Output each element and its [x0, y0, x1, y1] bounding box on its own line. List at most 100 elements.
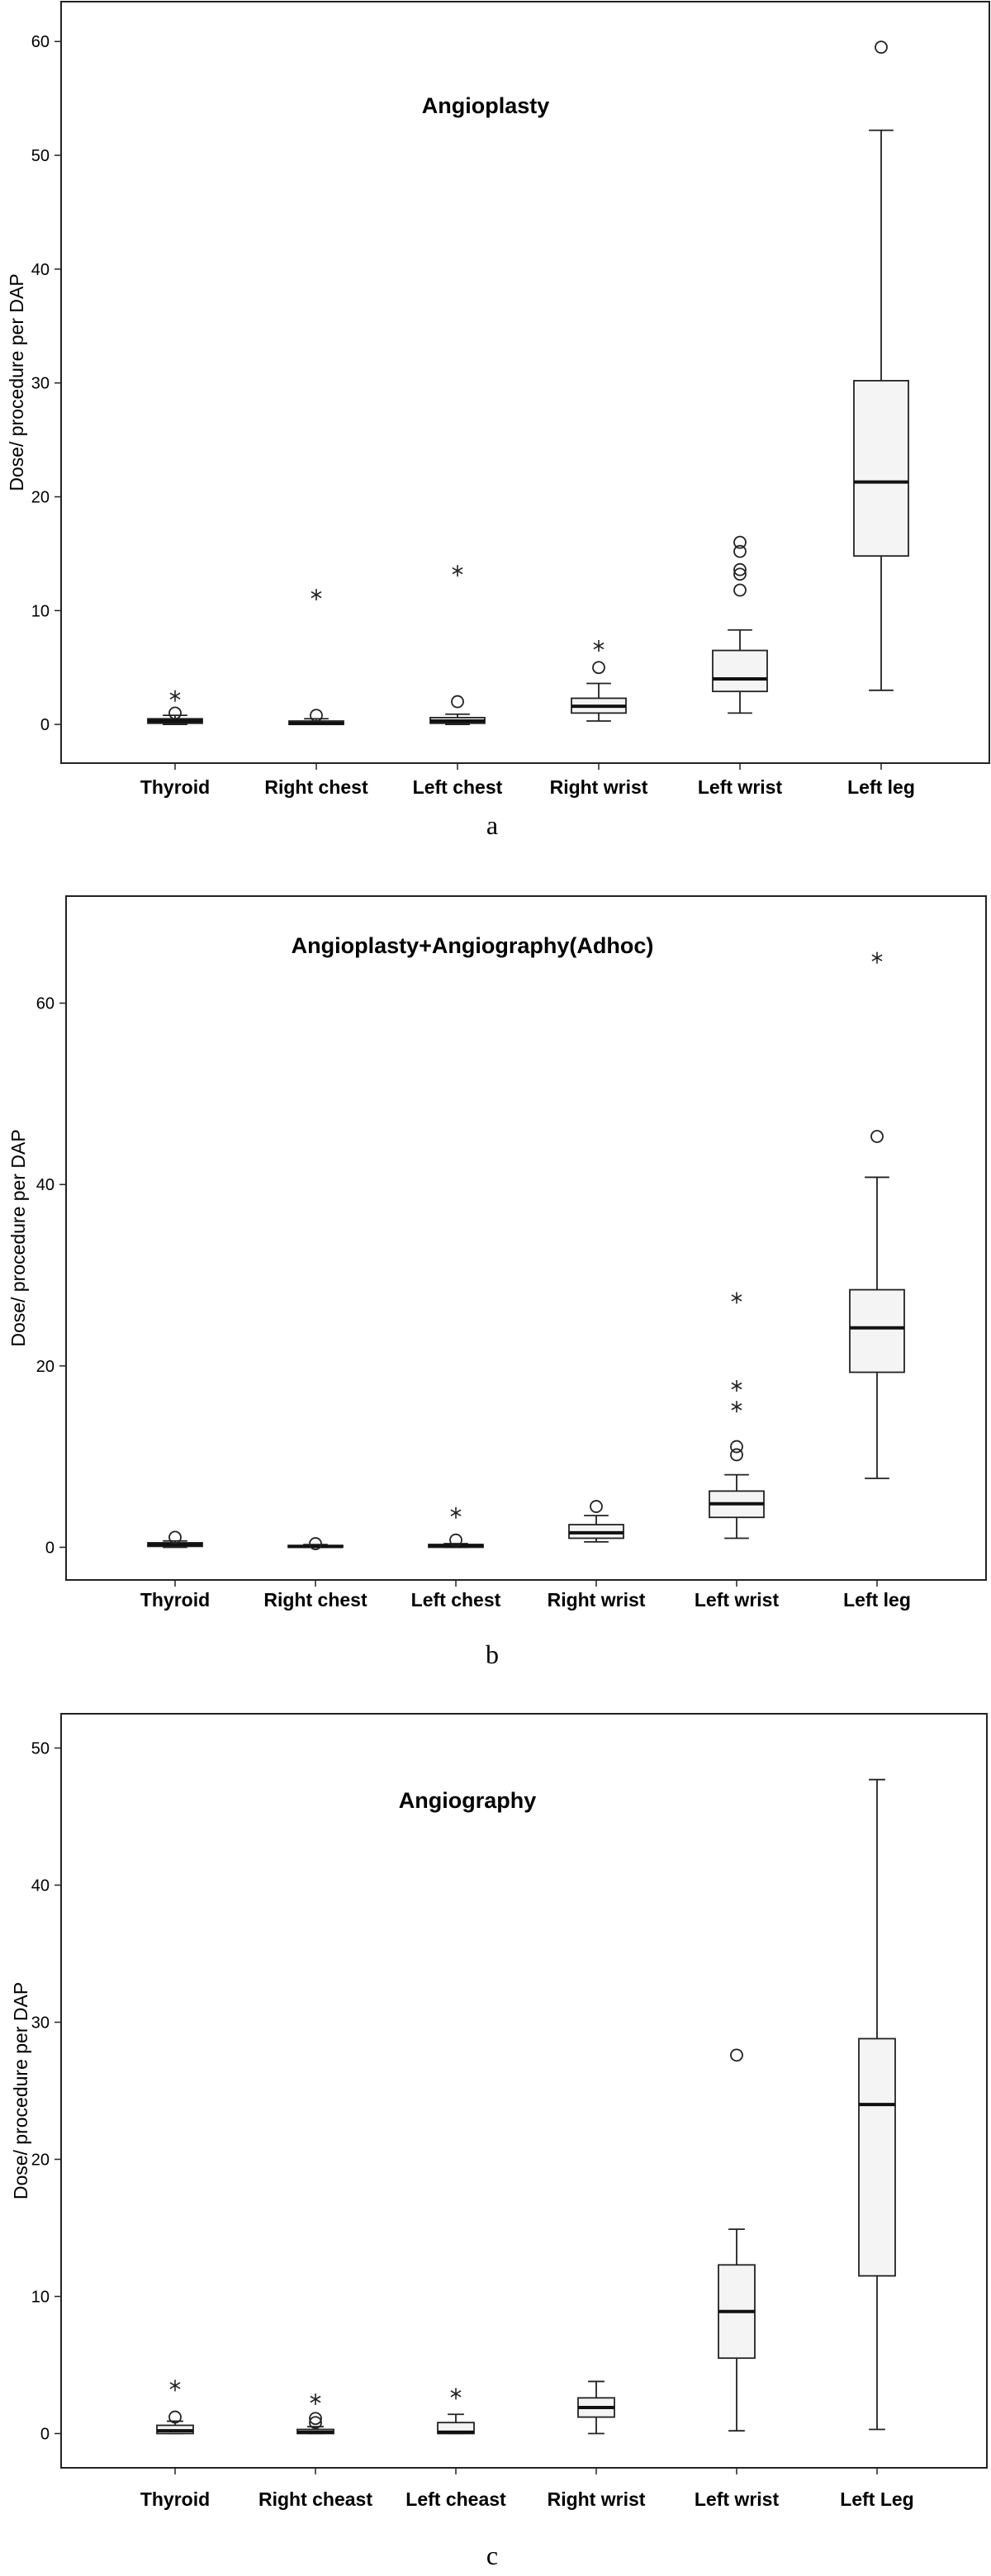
box-1: Thyroid	[140, 1530, 210, 1611]
plot-frame	[60, 1, 990, 764]
y-tick-label: 50	[31, 147, 50, 165]
box-1: Thyroid	[140, 2379, 210, 2510]
extreme-star-stroke	[731, 1382, 742, 1390]
extreme-star-stroke	[450, 2390, 462, 2398]
box-4: Right wrist	[550, 640, 648, 798]
box-3: Left chest	[413, 565, 503, 798]
y-tick-label: 20	[36, 1358, 55, 1376]
outlier-point	[592, 661, 605, 675]
extreme-star-stroke	[871, 954, 883, 961]
box-4: Right wrist	[548, 1500, 646, 1611]
y-tick-label: 40	[31, 261, 50, 279]
x-category-label: Left leg	[843, 1589, 911, 1611]
outlier-point	[730, 2048, 743, 2062]
x-category-label: Right wrist	[548, 2488, 646, 2510]
outlier-point	[310, 709, 323, 723]
x-category-label: Right cheast	[258, 2488, 372, 2510]
extreme-star-stroke	[731, 1403, 742, 1411]
x-category-label: Left cheast	[405, 2488, 506, 2510]
outlier-point	[730, 1448, 743, 1462]
extreme-star-stroke	[169, 692, 181, 700]
outlier-point	[875, 40, 888, 55]
outlier-point	[168, 1530, 182, 1544]
extreme-point	[450, 1506, 462, 1519]
extreme-point	[731, 1379, 742, 1392]
box-6: Left Leg	[840, 1778, 914, 2510]
x-category-label: Thyroid	[140, 776, 210, 798]
y-tick-label: 20	[31, 2151, 50, 2170]
plot-frame	[65, 895, 987, 1581]
extreme-point	[593, 640, 605, 652]
y-tick-label: 10	[31, 602, 50, 620]
outlier-point	[168, 2410, 182, 2424]
box-5: Left wrist	[698, 535, 783, 798]
y-tick-label: 40	[36, 1176, 55, 1194]
outlier-point	[733, 535, 747, 549]
extreme-point	[450, 2388, 462, 2400]
outlier-point	[733, 544, 747, 558]
box-body	[858, 2038, 896, 2277]
box-5: Left wrist	[695, 2048, 780, 2510]
box-3: Left chest	[411, 1506, 501, 1611]
extreme-point	[871, 951, 883, 964]
x-category-label: Left wrist	[695, 2488, 780, 2510]
chart-title: Angioplasty	[422, 93, 550, 118]
box-2: Right chest	[263, 1537, 367, 1611]
x-category-label: Right wrist	[550, 776, 648, 798]
x-category-label: Thyroid	[140, 1589, 210, 1611]
x-category-label: Left chest	[413, 776, 503, 798]
y-tick-label: 0	[45, 1539, 55, 1557]
outlier-point	[309, 1537, 322, 1550]
box-6: Left leg	[847, 40, 915, 798]
outlier-point	[451, 695, 464, 709]
outlier-point	[733, 567, 747, 581]
x-category-label: Left wrist	[695, 1589, 780, 1611]
extreme-star-stroke	[169, 2382, 181, 2389]
outlier-point	[870, 1130, 884, 1143]
y-tick-label: 60	[36, 995, 55, 1013]
y-tick-label: 10	[31, 2289, 50, 2307]
x-category-label: Right chest	[264, 776, 368, 798]
chart-title: Angiography	[399, 1788, 537, 1813]
extreme-point	[731, 1401, 742, 1413]
extreme-star-stroke	[450, 1509, 462, 1516]
y-tick-label: 40	[31, 1877, 50, 1895]
extreme-star-stroke	[452, 567, 463, 575]
x-category-label: Left Leg	[840, 2488, 913, 2510]
box-2: Right chest	[264, 589, 368, 798]
plot-frame	[60, 1713, 988, 2469]
extreme-point	[169, 2379, 181, 2392]
panel-caption: a	[486, 810, 498, 840]
extreme-point	[169, 690, 181, 702]
panel-caption: c	[486, 2540, 498, 2570]
extreme-star-stroke	[593, 642, 605, 650]
outlier-point	[309, 2416, 322, 2430]
outlier-point	[449, 1533, 462, 1547]
panel-c: 0 10 20 30 40 50 Dose/ procedure per DAP Angiog…	[10, 1713, 988, 2570]
extreme-point	[310, 2393, 321, 2405]
y-tick-label: 30	[31, 2014, 50, 2033]
extreme-star-stroke	[311, 591, 322, 599]
box-body	[853, 380, 909, 557]
x-category-label: Thyroid	[140, 2488, 210, 2510]
panel-b: 0 20 40 60 Dose/ procedure per DAP Angioplast…	[7, 895, 987, 1669]
y-axis-label: Dose/ procedure per DAP	[6, 273, 27, 491]
outlier-point	[733, 562, 747, 576]
panel-a: 0 10 20 30 40 50 60 Dose/ procedure per DAP Angi…	[6, 1, 990, 840]
x-category-label: Left wrist	[698, 776, 783, 798]
x-category-label: Right wrist	[548, 1589, 646, 1611]
y-axis-label: Dose/ procedure per DAP	[7, 1129, 29, 1346]
extreme-star-stroke	[731, 1294, 742, 1302]
box-6: Left leg	[843, 951, 911, 1611]
outlier-point	[168, 706, 182, 720]
box-2: Right cheast	[258, 2393, 372, 2510]
extreme-point	[452, 565, 463, 577]
box-body	[849, 1288, 905, 1373]
outlier-point	[730, 1440, 743, 1454]
y-tick-label: 20	[31, 489, 50, 507]
box-4: Right wrist	[548, 2380, 646, 2510]
extreme-point	[311, 589, 322, 601]
outlier-point	[309, 2412, 322, 2426]
y-tick-label: 0	[40, 716, 50, 734]
